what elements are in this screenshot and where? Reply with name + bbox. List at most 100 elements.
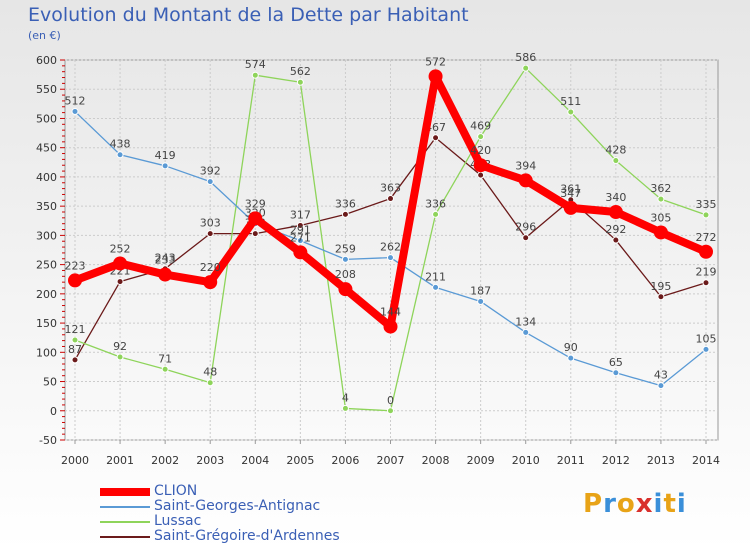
- data-point: [612, 369, 620, 377]
- data-label: 574: [245, 58, 266, 71]
- legend-label: CLION: [154, 483, 198, 499]
- data-point: [702, 279, 710, 287]
- y-tick-label: 50: [43, 376, 57, 389]
- x-tick-label: 2004: [241, 454, 269, 467]
- data-point: [567, 108, 575, 116]
- legend-item: CLION: [100, 484, 340, 499]
- data-point: [387, 254, 394, 262]
- data-label: 243: [155, 252, 176, 265]
- data-label: 219: [696, 266, 717, 279]
- data-point: [161, 162, 169, 170]
- data-label: 92: [113, 340, 127, 353]
- data-label: 305: [650, 211, 671, 224]
- data-label: 586: [515, 51, 536, 64]
- data-point: [116, 278, 124, 286]
- logo-letter: P: [583, 489, 604, 519]
- data-label: 259: [335, 242, 356, 255]
- data-point: [432, 210, 440, 218]
- legend-label: Saint-Georges-Antignac: [154, 498, 321, 514]
- data-label: 363: [380, 182, 401, 195]
- x-tick-label: 2001: [106, 454, 134, 467]
- data-label: 65: [609, 356, 623, 369]
- data-label: 347: [560, 187, 581, 200]
- data-label: 428: [605, 144, 626, 157]
- data-point: [387, 407, 394, 415]
- x-tick-label: 2013: [647, 454, 675, 467]
- data-point: [383, 319, 398, 334]
- data-label: 0: [387, 394, 394, 407]
- data-label: 562: [290, 65, 311, 78]
- data-point: [71, 107, 79, 115]
- data-label: 392: [200, 165, 221, 178]
- data-label: 272: [696, 231, 717, 244]
- data-point: [567, 354, 575, 362]
- data-label: 187: [470, 284, 491, 297]
- data-label: 71: [158, 352, 172, 365]
- data-point: [432, 134, 440, 142]
- logo-letter: i: [653, 489, 664, 519]
- y-tick-label: 450: [36, 142, 57, 155]
- proxiti-logo: Proxiti: [583, 489, 687, 519]
- data-point: [341, 255, 349, 263]
- data-point: [473, 158, 488, 173]
- data-label: 438: [110, 138, 131, 151]
- y-tick-label: 400: [36, 171, 57, 184]
- data-label: 394: [515, 159, 536, 172]
- data-point: [251, 230, 259, 238]
- data-label: 48: [203, 366, 217, 379]
- data-point: [206, 178, 214, 186]
- data-label: 292: [605, 223, 626, 236]
- data-point: [477, 171, 485, 179]
- data-point: [657, 195, 665, 203]
- data-point: [71, 336, 79, 344]
- data-label: 420: [470, 144, 491, 157]
- data-point: [161, 365, 169, 373]
- data-label: 469: [470, 120, 491, 133]
- chart-title: Evolution du Montant de la Dette par Hab…: [28, 4, 469, 26]
- data-label: 336: [335, 197, 356, 210]
- data-point: [477, 297, 485, 305]
- plot-area: [64, 59, 719, 441]
- y-tick-label: 350: [36, 200, 57, 213]
- data-label: 271: [290, 231, 311, 244]
- y-tick-label: 500: [36, 112, 57, 125]
- legend-label: Saint-Grégoire-d'Ardennes: [154, 528, 340, 544]
- logo-letter: r: [603, 489, 617, 519]
- chart-subtitle: (en €): [28, 29, 61, 42]
- data-point: [522, 64, 530, 72]
- data-label: 362: [650, 182, 671, 195]
- data-label: 317: [290, 208, 311, 221]
- logo-letter: t: [663, 489, 677, 519]
- data-point: [657, 293, 665, 301]
- data-point: [387, 195, 394, 203]
- data-point: [563, 200, 578, 215]
- x-tick-label: 2003: [196, 454, 224, 467]
- data-label: 134: [515, 315, 536, 328]
- data-point: [251, 71, 259, 79]
- data-point: [518, 173, 533, 188]
- data-label: 512: [65, 94, 86, 107]
- data-point: [341, 404, 349, 412]
- data-label: 335: [696, 198, 717, 211]
- data-point: [432, 283, 440, 291]
- x-tick-label: 2009: [467, 454, 495, 467]
- data-point: [522, 328, 530, 336]
- data-label: 329: [245, 197, 266, 210]
- y-tick-label: 200: [36, 288, 57, 301]
- data-label: 195: [650, 280, 671, 293]
- data-point: [296, 221, 304, 229]
- data-point: [116, 151, 124, 159]
- logo-letter: x: [635, 489, 654, 519]
- data-label: 296: [515, 221, 536, 234]
- data-point: [657, 382, 665, 390]
- y-tick-label: 250: [36, 259, 57, 272]
- legend-swatch: [100, 520, 150, 523]
- x-tick-label: 2007: [377, 454, 405, 467]
- x-tick-label: 2008: [422, 454, 450, 467]
- legend-label: Lussac: [154, 513, 202, 529]
- x-tick-label: 2011: [557, 454, 585, 467]
- data-label: 121: [65, 323, 86, 336]
- data-label: 572: [425, 55, 446, 68]
- legend-item: Lussac: [100, 514, 340, 529]
